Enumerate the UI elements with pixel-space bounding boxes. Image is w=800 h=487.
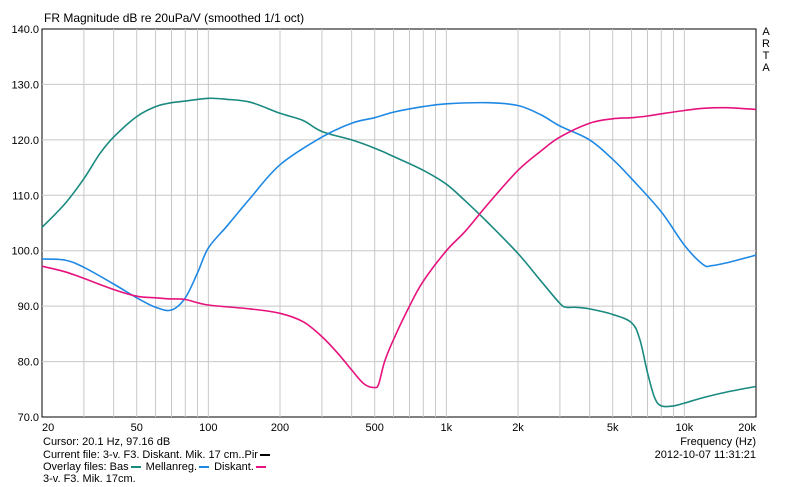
overlay-mellanreg-swatch (199, 466, 210, 469)
frequency-axis-label: Frequency (Hz) (680, 436, 756, 448)
overlay-diskant-swatch (255, 466, 266, 469)
overlay-bas: Bas (110, 461, 141, 473)
y-tick-label: 140.0 (11, 24, 39, 36)
x-tick-label: 2k (512, 422, 524, 434)
current-file-label: Current file: 3-v. F3. Diskant. Mik. 17 … (43, 449, 258, 461)
x-tick-label: 5k (607, 422, 619, 434)
x-tick-label: 20 (42, 422, 54, 434)
arta-letter: T (762, 50, 770, 62)
arta-letter: A (762, 62, 770, 74)
arta-letter: R (762, 38, 770, 50)
cursor-readout: Cursor: 20.1 Hz, 97.16 dB (43, 436, 171, 448)
plot-frame (41, 28, 757, 418)
series-lines (41, 97, 757, 408)
overlay-diskant: Diskant. (214, 461, 266, 473)
x-tick-label: 500 (366, 422, 384, 434)
x-tick-label: 100 (199, 422, 217, 434)
overlay-files-label: Overlay files: (43, 461, 107, 473)
overlay-files-line2: 3-v. F3. Mik. 17cm. (43, 473, 136, 485)
overlay-files: Overlay files: Bas Mellanreg. Diskant. (43, 461, 266, 473)
x-gridlines (83, 29, 685, 417)
overlay-mellanreg: Mellanreg. (145, 461, 210, 473)
overlay-diskant-label: Diskant. (214, 461, 254, 473)
x-tick-label: 10k (675, 422, 693, 434)
overlay-bas-label: Bas (109, 461, 129, 473)
y-tick-label: 70.0 (18, 412, 39, 424)
chart-title: FR Magnitude dB re 20uPa/V (smoothed 1/1… (44, 11, 304, 25)
y-tick-label: 90.0 (18, 301, 39, 313)
overlay-mellanreg-label: Mellanreg. (145, 461, 198, 473)
y-tick-label: 100.0 (11, 246, 39, 258)
y-gridlines (42, 83, 756, 363)
series-line-diskant (41, 106, 757, 389)
y-tick-label: 130.0 (11, 79, 39, 91)
x-tick-label: 200 (271, 422, 289, 434)
x-tick-label: 50 (131, 422, 143, 434)
y-tick-labels: 140.0 130.0 120.0 110.0 100.0 90.0 80.0 70.0 (11, 24, 39, 424)
x-tick-label: 1k (441, 422, 453, 434)
series-line-bas (41, 97, 757, 408)
measurement-date: 2012-10-07 11:31:21 (654, 449, 756, 461)
arta-letter: A (762, 26, 770, 38)
x-tick-labels: 20 50 100 200 500 1k 2k 5k 10k 20k (42, 422, 756, 434)
series-line-mellanreg (41, 101, 757, 312)
x-tick-label: 20k (738, 422, 756, 434)
overlay-bas-swatch (130, 466, 141, 469)
y-tick-label: 120.0 (11, 135, 39, 147)
current-file-swatch (259, 454, 270, 457)
y-tick-label: 110.0 (12, 190, 39, 202)
current-file: Current file: 3-v. F3. Diskant. Mik. 17 … (43, 449, 270, 461)
y-tick-label: 80.0 (18, 357, 39, 369)
